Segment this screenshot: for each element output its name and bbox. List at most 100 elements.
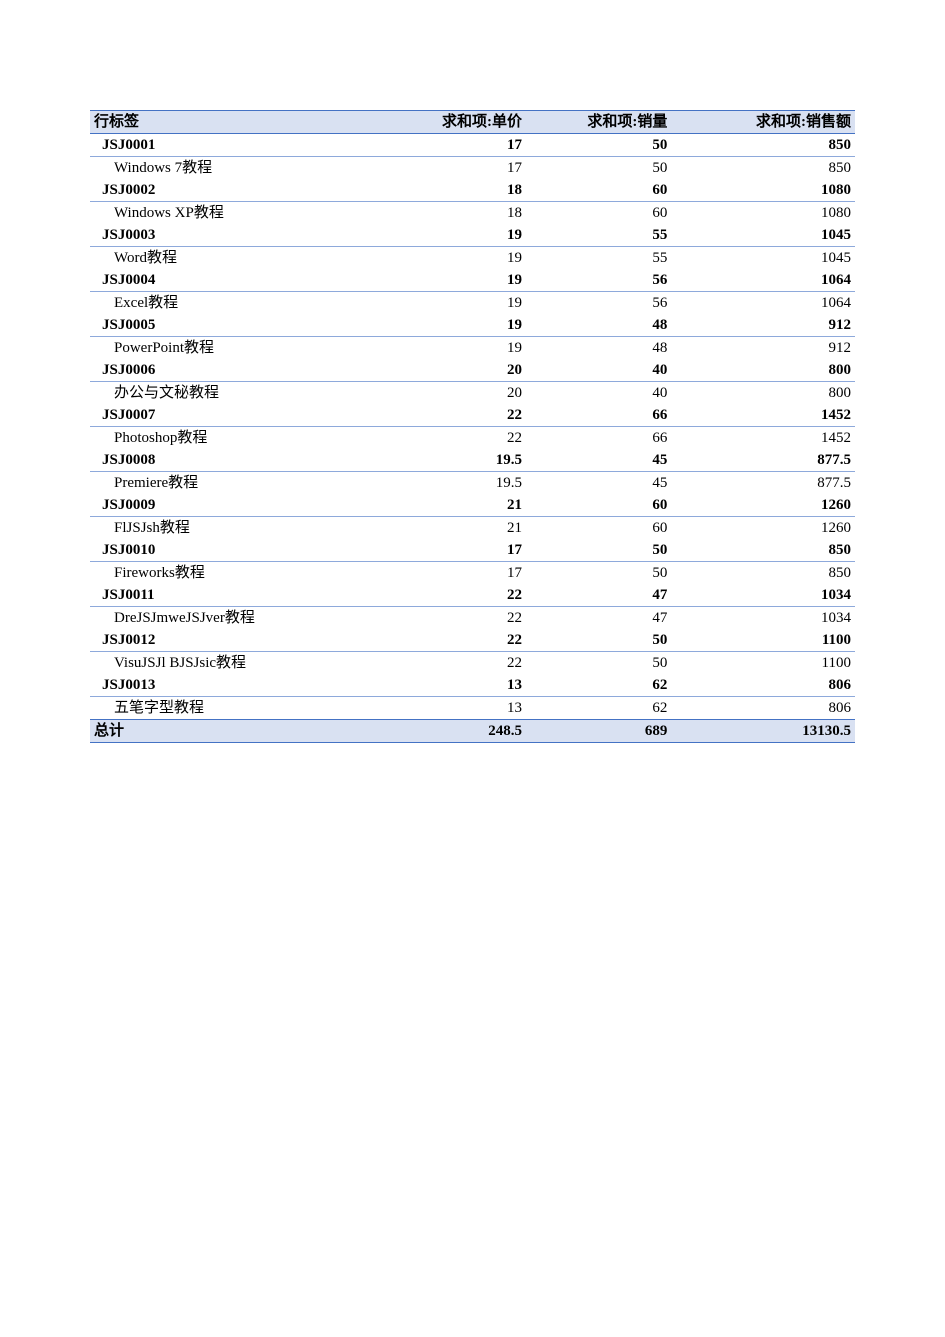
col-header-rowlabel: 行标签 bbox=[90, 111, 365, 134]
footer-value-cell: 13130.5 bbox=[671, 720, 855, 743]
table-header-row: 行标签 求和项:单价 求和项:销量 求和项:销售额 bbox=[90, 111, 855, 134]
row-label-cell: JSJ0013 bbox=[90, 674, 365, 697]
row-label-cell: DreJSJmweJSJver教程 bbox=[90, 607, 365, 630]
row-value-cell: 1452 bbox=[671, 427, 855, 450]
row-value-cell: 60 bbox=[526, 494, 671, 517]
table-row: Windows 7教程1750850 bbox=[90, 157, 855, 180]
table-row: JSJ000218601080 bbox=[90, 179, 855, 202]
table-row: JSJ001122471034 bbox=[90, 584, 855, 607]
row-value-cell: 50 bbox=[526, 652, 671, 675]
table-row: 五笔字型教程1362806 bbox=[90, 697, 855, 720]
row-label-cell: JSJ0008 bbox=[90, 449, 365, 472]
row-value-cell: 40 bbox=[526, 359, 671, 382]
row-label-cell: Windows XP教程 bbox=[90, 202, 365, 225]
table-row: Fireworks教程1750850 bbox=[90, 562, 855, 585]
row-value-cell: 21 bbox=[365, 494, 526, 517]
row-value-cell: 47 bbox=[526, 607, 671, 630]
row-label-cell: Photoshop教程 bbox=[90, 427, 365, 450]
row-value-cell: 18 bbox=[365, 202, 526, 225]
row-value-cell: 19 bbox=[365, 224, 526, 247]
row-value-cell: 50 bbox=[526, 562, 671, 585]
row-value-cell: 19 bbox=[365, 292, 526, 315]
table-footer-row: 总计248.568913130.5 bbox=[90, 720, 855, 743]
row-value-cell: 40 bbox=[526, 382, 671, 405]
row-value-cell: 56 bbox=[526, 269, 671, 292]
table-row: Windows XP教程18601080 bbox=[90, 202, 855, 225]
table-row: JSJ000419561064 bbox=[90, 269, 855, 292]
row-value-cell: 62 bbox=[526, 697, 671, 720]
table-row: Photoshop教程22661452 bbox=[90, 427, 855, 450]
pivot-table: 行标签 求和项:单价 求和项:销量 求和项:销售额 JSJ00011750850… bbox=[90, 110, 855, 743]
row-value-cell: 1034 bbox=[671, 607, 855, 630]
row-value-cell: 806 bbox=[671, 674, 855, 697]
row-value-cell: 62 bbox=[526, 674, 671, 697]
row-value-cell: 50 bbox=[526, 134, 671, 157]
table-row: Word教程19551045 bbox=[90, 247, 855, 270]
footer-value-cell: 248.5 bbox=[365, 720, 526, 743]
row-value-cell: 877.5 bbox=[671, 472, 855, 495]
row-value-cell: 45 bbox=[526, 472, 671, 495]
row-value-cell: 17 bbox=[365, 157, 526, 180]
col-header-quantity: 求和项:销量 bbox=[526, 111, 671, 134]
row-label-cell: PowerPoint教程 bbox=[90, 337, 365, 360]
row-value-cell: 56 bbox=[526, 292, 671, 315]
pivot-table-container: 行标签 求和项:单价 求和项:销量 求和项:销售额 JSJ00011750850… bbox=[0, 0, 945, 743]
row-value-cell: 66 bbox=[526, 404, 671, 427]
row-value-cell: 60 bbox=[526, 202, 671, 225]
row-label-cell: JSJ0002 bbox=[90, 179, 365, 202]
table-row: JSJ000319551045 bbox=[90, 224, 855, 247]
row-label-cell: JSJ0011 bbox=[90, 584, 365, 607]
row-label-cell: JSJ0005 bbox=[90, 314, 365, 337]
row-value-cell: 20 bbox=[365, 359, 526, 382]
row-label-cell: JSJ0001 bbox=[90, 134, 365, 157]
footer-value-cell: 689 bbox=[526, 720, 671, 743]
row-value-cell: 55 bbox=[526, 224, 671, 247]
row-label-cell: Windows 7教程 bbox=[90, 157, 365, 180]
row-value-cell: 22 bbox=[365, 584, 526, 607]
row-value-cell: 22 bbox=[365, 652, 526, 675]
row-value-cell: 19 bbox=[365, 269, 526, 292]
row-value-cell: 22 bbox=[365, 404, 526, 427]
row-value-cell: 17 bbox=[365, 539, 526, 562]
row-label-cell: FlJSJsh教程 bbox=[90, 517, 365, 540]
row-value-cell: 50 bbox=[526, 157, 671, 180]
row-label-cell: JSJ0012 bbox=[90, 629, 365, 652]
table-row: JSJ001222501100 bbox=[90, 629, 855, 652]
row-value-cell: 60 bbox=[526, 517, 671, 540]
table-row: JSJ00011750850 bbox=[90, 134, 855, 157]
row-value-cell: 850 bbox=[671, 562, 855, 585]
row-value-cell: 47 bbox=[526, 584, 671, 607]
footer-label-cell: 总计 bbox=[90, 720, 365, 743]
row-label-cell: JSJ0007 bbox=[90, 404, 365, 427]
row-value-cell: 850 bbox=[671, 157, 855, 180]
row-value-cell: 800 bbox=[671, 382, 855, 405]
col-header-unitprice: 求和项:单价 bbox=[365, 111, 526, 134]
row-label-cell: Word教程 bbox=[90, 247, 365, 270]
row-label-cell: JSJ0003 bbox=[90, 224, 365, 247]
row-value-cell: 1064 bbox=[671, 292, 855, 315]
row-value-cell: 1260 bbox=[671, 494, 855, 517]
row-value-cell: 1080 bbox=[671, 179, 855, 202]
row-value-cell: 877.5 bbox=[671, 449, 855, 472]
row-value-cell: 13 bbox=[365, 697, 526, 720]
row-value-cell: 22 bbox=[365, 629, 526, 652]
row-value-cell: 1045 bbox=[671, 224, 855, 247]
row-value-cell: 912 bbox=[671, 314, 855, 337]
row-value-cell: 48 bbox=[526, 337, 671, 360]
row-value-cell: 21 bbox=[365, 517, 526, 540]
row-value-cell: 1452 bbox=[671, 404, 855, 427]
row-label-cell: JSJ0004 bbox=[90, 269, 365, 292]
row-value-cell: 800 bbox=[671, 359, 855, 382]
table-row: JSJ000819.545877.5 bbox=[90, 449, 855, 472]
table-row: JSJ000722661452 bbox=[90, 404, 855, 427]
row-label-cell: Excel教程 bbox=[90, 292, 365, 315]
row-label-cell: Fireworks教程 bbox=[90, 562, 365, 585]
row-label-cell: JSJ0009 bbox=[90, 494, 365, 517]
row-label-cell: Premiere教程 bbox=[90, 472, 365, 495]
row-value-cell: 1064 bbox=[671, 269, 855, 292]
row-value-cell: 850 bbox=[671, 539, 855, 562]
row-value-cell: 19 bbox=[365, 314, 526, 337]
table-row: VisuJSJl BJSJsic教程22501100 bbox=[90, 652, 855, 675]
row-value-cell: 19.5 bbox=[365, 449, 526, 472]
row-value-cell: 1100 bbox=[671, 652, 855, 675]
